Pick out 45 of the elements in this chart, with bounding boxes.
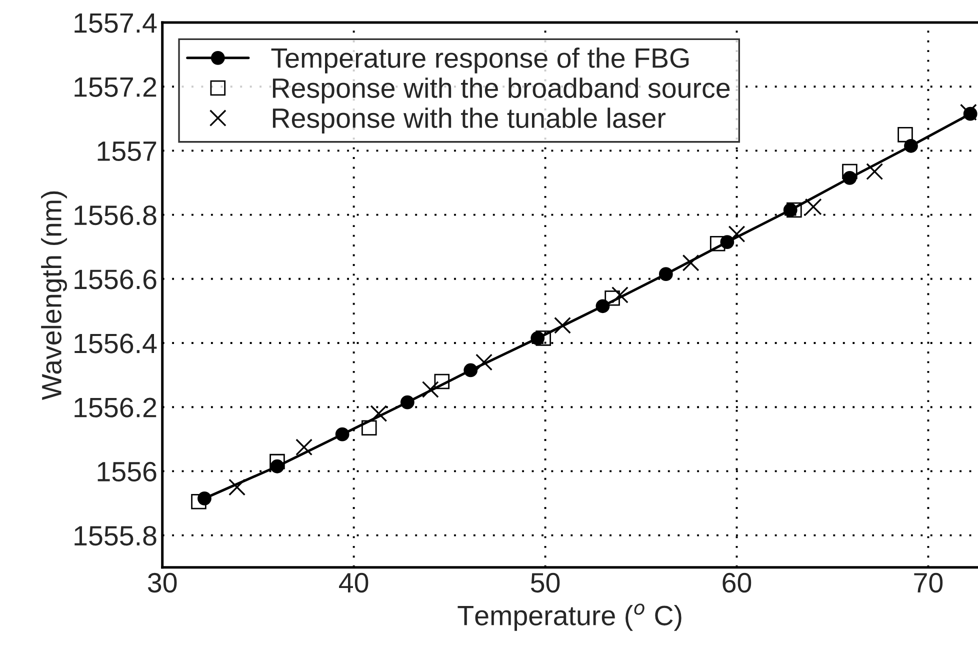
x-tick-label: 60 xyxy=(722,572,752,593)
point xyxy=(710,236,726,252)
point xyxy=(804,198,822,216)
point xyxy=(536,330,552,346)
x-tick-label: 50 xyxy=(530,572,560,593)
y-tick-label: 1557 xyxy=(98,142,156,162)
legend-label: Response with the broadband source xyxy=(272,78,730,104)
y-tick-label: 1555.8 xyxy=(74,526,156,546)
y-tick-label: 1556.6 xyxy=(74,270,156,290)
point xyxy=(658,267,673,282)
point xyxy=(434,374,450,390)
legend-label: Response with the tunable laser xyxy=(272,108,666,134)
point xyxy=(786,202,802,218)
point xyxy=(422,380,439,398)
point xyxy=(400,395,414,410)
x-tick-label: 40 xyxy=(339,572,368,593)
point xyxy=(898,127,913,142)
y-axis-title: Wavelength (nm) xyxy=(41,191,67,400)
point xyxy=(464,363,478,378)
y-tick-label: 1557.4 xyxy=(74,13,157,33)
legend-label: Temperature response of the FBG xyxy=(271,48,689,74)
y-tick-label: 1556.8 xyxy=(74,205,156,226)
point xyxy=(682,254,700,272)
point xyxy=(842,164,858,180)
x-tick-label: 30 xyxy=(148,572,177,593)
y-tick-label: 1556.4 xyxy=(74,334,157,354)
y-tick-label: 1556 xyxy=(98,462,156,482)
point xyxy=(866,163,884,180)
x-tick-label: 70 xyxy=(914,572,943,593)
y-tick-label: 1556.2 xyxy=(74,398,156,418)
point xyxy=(296,438,313,456)
point xyxy=(611,286,628,304)
point xyxy=(270,454,285,470)
point xyxy=(228,478,246,496)
point xyxy=(476,354,492,371)
point xyxy=(370,405,388,422)
point xyxy=(554,316,571,334)
x-axis-title: Temperature ($^{o}$ C) xyxy=(458,604,682,631)
y-tick-label: 1557.2 xyxy=(74,77,156,97)
point xyxy=(960,104,977,121)
point xyxy=(191,494,206,510)
point xyxy=(361,420,377,436)
point xyxy=(604,290,620,306)
point xyxy=(335,427,350,442)
point xyxy=(728,226,746,243)
